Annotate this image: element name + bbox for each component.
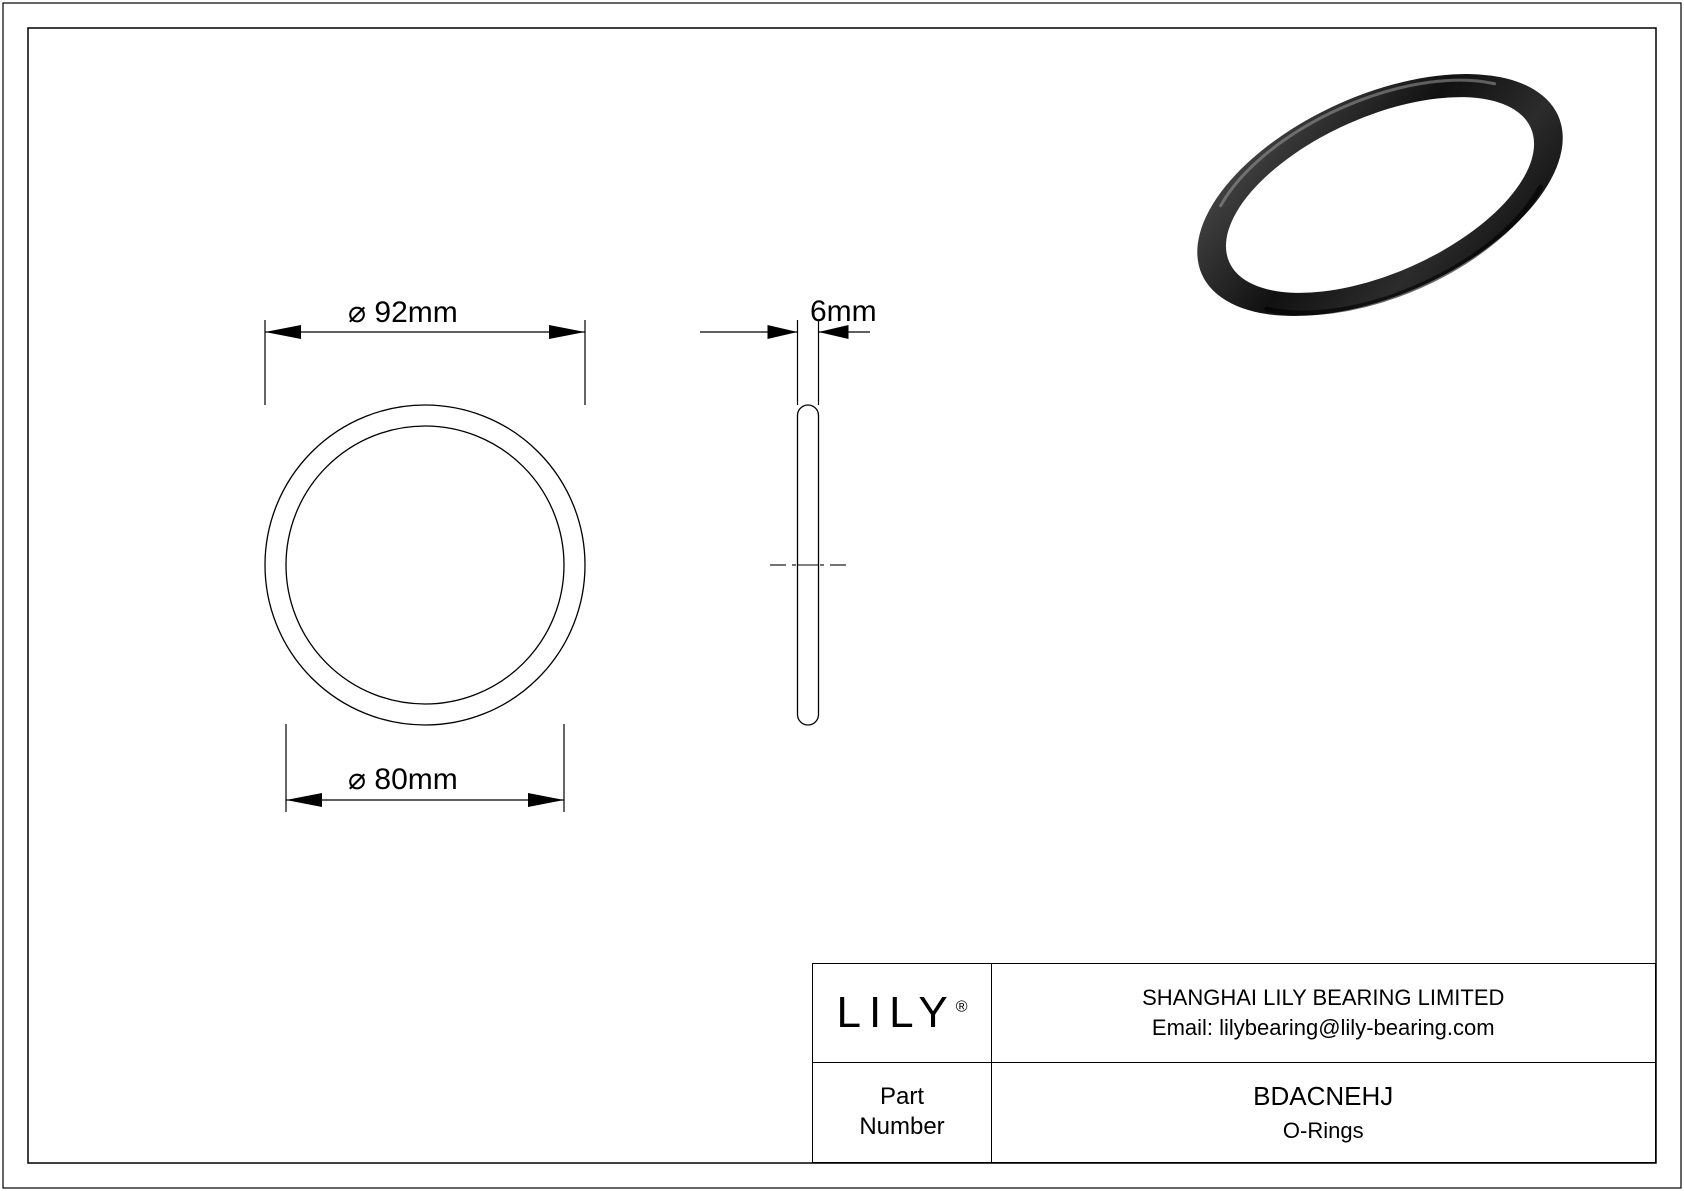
brand-name: LILY® xyxy=(836,988,967,1038)
part-description: O-Rings xyxy=(1283,1118,1364,1144)
registered-mark: ® xyxy=(956,998,968,1015)
tb-brand-cell: LILY® xyxy=(812,963,992,1063)
title-block: LILY® SHANGHAI LILY BEARING LIMITED Emai… xyxy=(812,963,1656,1163)
company-email: Email: lilybearing@lily-bearing.com xyxy=(1152,1015,1495,1041)
brand-text: LILY xyxy=(836,988,955,1037)
company-name: SHANGHAI LILY BEARING LIMITED xyxy=(1142,985,1504,1011)
tb-partlabel-cell: Part Number xyxy=(812,1062,992,1164)
part-number: BDACNEHJ xyxy=(1253,1081,1393,1112)
tb-part-cell: BDACNEHJ O-Rings xyxy=(991,1062,1657,1164)
part-label-2: Number xyxy=(859,1112,944,1142)
tb-company-cell: SHANGHAI LILY BEARING LIMITED Email: lil… xyxy=(991,963,1657,1063)
part-label-1: Part xyxy=(880,1082,924,1112)
